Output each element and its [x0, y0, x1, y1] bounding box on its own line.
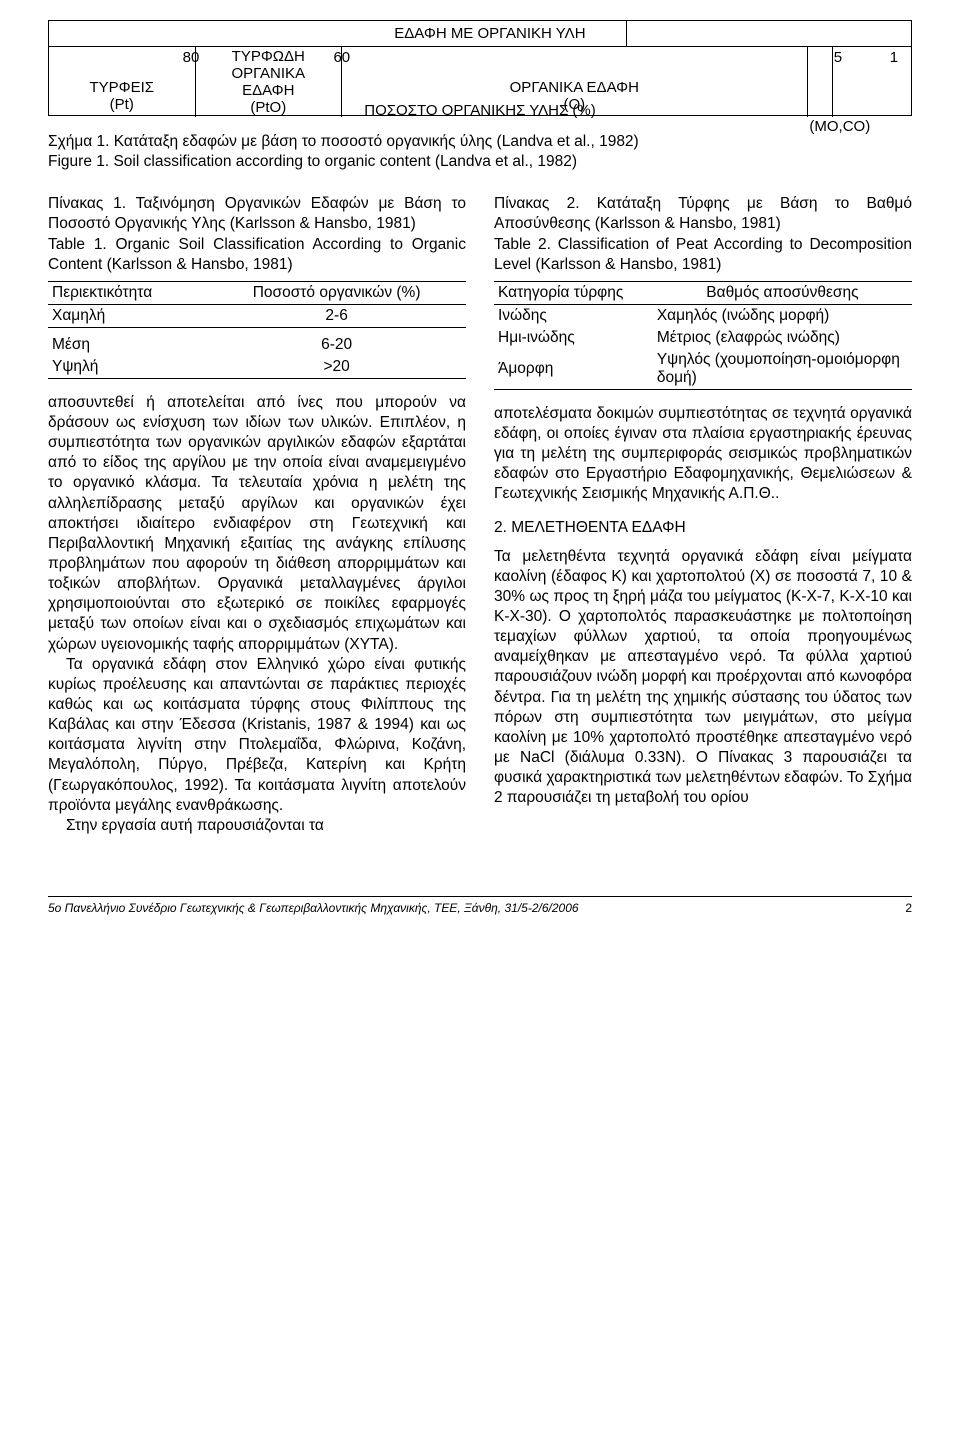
left-para-3: Στην εργασία αυτή παρουσιάζονται τα: [48, 816, 466, 836]
group-pt-bot: (Pt): [110, 96, 134, 113]
t1-r3c1: Υψηλή: [48, 356, 207, 379]
right-para-2: Τα μελετηθέντα τεχνητά οργανικά εδάφη εί…: [494, 547, 912, 809]
t2-r3c2: Υψηλός (χουμοποίηση-ομοιόμορφη δομή): [653, 349, 912, 390]
diagram-header-right: ΕΔΑΦΗ ΜΕ ΟΡΓΑΝΙΚΗ ΥΛΗ: [196, 21, 627, 46]
t1-r2c1: Μέση: [48, 327, 207, 356]
table2-title: Πίνακας 2. Κατάταξη Τύρφης με Βάση το Βα…: [494, 194, 912, 275]
left-body: αποσυντεθεί ή αποτελείται από ίνες που μ…: [48, 393, 466, 836]
left-para-1: αποσυντεθεί ή αποτελείται από ίνες που μ…: [48, 393, 466, 655]
t2-r1c1: Ινώδης: [494, 304, 653, 327]
group-pto-bot: (PtO): [250, 99, 286, 116]
footer-text: 5ο Πανελλήνιο Συνέδριο Γεωτεχνικής & Γεω…: [48, 901, 579, 915]
t2-col2: Βαθμός αποσύνθεσης: [653, 281, 912, 304]
t1-col1: Περιεκτικότητα: [48, 281, 207, 304]
t1-r2c2: 6-20: [207, 327, 466, 356]
t2-r3c1: Άμορφη: [494, 349, 653, 390]
t1-r1c2: 2-6: [207, 304, 466, 327]
group-pto-top: ΤΥΡΦΩΔΗ ΟΡΓΑΝΙΚΑ ΕΔΑΦΗ: [232, 48, 306, 100]
t2-r1c2: Χαμηλός (ινώδης μορφή): [653, 304, 912, 327]
page-footer: 5ο Πανελλήνιο Συνέδριο Γεωτεχνικής & Γεω…: [48, 896, 912, 915]
right-body-2: Τα μελετηθέντα τεχνητά οργανικά εδάφη εί…: [494, 547, 912, 809]
classification-diagram: ΕΔΑΦΗ ΜΕ ΟΡΓΑΝΙΚΗ ΥΛΗ 80 60 5 1 ΤΥΡΦΕΙΣ …: [48, 20, 912, 116]
t1-r1c1: Χαμηλή: [48, 304, 207, 327]
diagram-axis-label: ΠΟΣΟΣΤΟ ΟΡΓΑΝΙΚΗΣ ΥΛΗΣ (%): [364, 102, 596, 119]
figure-caption: Σχήμα 1. Κατάταξη εδαφών με βάση το ποσο…: [48, 132, 912, 172]
caption-line-2: Figure 1. Soil classification according …: [48, 152, 912, 172]
right-column: Πίνακας 2. Κατάταξη Τύρφης με Βάση το Βα…: [494, 194, 912, 836]
right-body-1: αποτελέσματα δοκιμών συμπιεστότητας σε τ…: [494, 404, 912, 505]
page-number: 2: [905, 901, 912, 915]
t2-r2c1: Ημι-ινώδης: [494, 327, 653, 349]
group-moco-bot: (MO,CO): [809, 118, 870, 135]
t1-col2: Ποσοστό οργανικών (%): [207, 281, 466, 304]
left-para-2: Τα οργανικά εδάφη στον Ελληνικό χώρο είν…: [48, 655, 466, 816]
left-column: Πίνακας 1. Ταξινόμηση Οργανικών Εδαφών μ…: [48, 194, 466, 836]
two-column-layout: Πίνακας 1. Ταξινόμηση Οργανικών Εδαφών μ…: [48, 194, 912, 836]
caption-line-1: Σχήμα 1. Κατάταξη εδαφών με βάση το ποσο…: [48, 132, 912, 152]
group-o-top: ΟΡΓΑΝΙΚΑ ΕΔΑΦΗ: [510, 79, 639, 96]
group-pt-top: ΤΥΡΦΕΙΣ: [89, 79, 154, 96]
section-heading: 2. ΜΕΛΕΤΗΘΕΝΤΑ ΕΔΑΦΗ: [494, 519, 912, 537]
t2-r2c2: Μέτριος (ελαφρώς ινώδης): [653, 327, 912, 349]
table1-title: Πίνακας 1. Ταξινόμηση Οργανικών Εδαφών μ…: [48, 194, 466, 275]
t2-col1: Κατηγορία τύρφης: [494, 281, 653, 304]
table-1: Περιεκτικότητα Ποσοστό οργανικών (%) Χαμ…: [48, 281, 466, 379]
table-2: Κατηγορία τύρφης Βαθμός αποσύνθεσης Ινώδ…: [494, 281, 912, 390]
right-para-1: αποτελέσματα δοκιμών συμπιεστότητας σε τ…: [494, 404, 912, 505]
t1-r3c2: >20: [207, 356, 466, 379]
